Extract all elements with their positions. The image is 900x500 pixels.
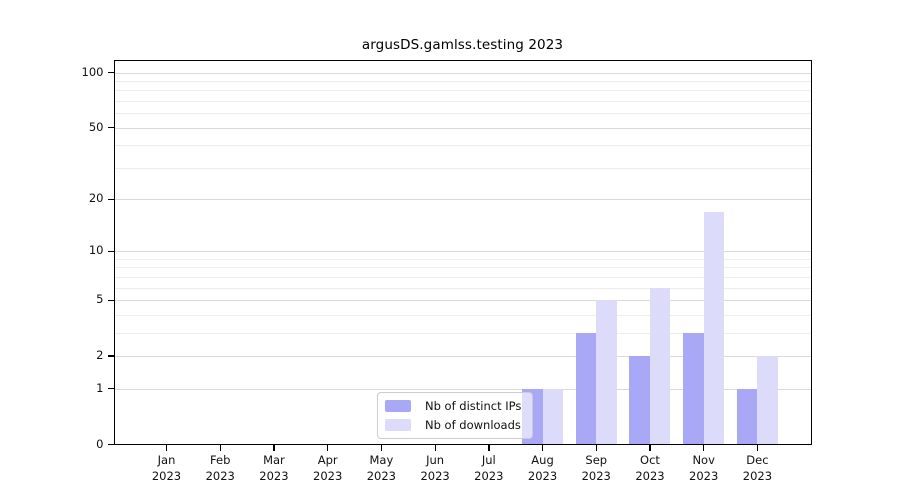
y-tick-label: 50 — [88, 119, 104, 134]
minor-gridline — [113, 314, 812, 316]
bar-distinct-ips — [683, 332, 704, 445]
x-tick-mark — [649, 444, 651, 451]
distinct-ips-swatch-icon — [385, 400, 411, 412]
legend-label-distinct-ips: Nb of distinct IPs — [425, 399, 522, 413]
x-tick-mark — [703, 444, 705, 451]
minor-gridline — [113, 80, 812, 82]
x-tick-label: May 2023 — [366, 452, 397, 484]
x-tick-label: Sep 2023 — [581, 452, 611, 484]
bar-downloads — [703, 211, 725, 445]
x-tick-label: Dec 2023 — [742, 452, 773, 484]
x-tick-label: Aug 2023 — [527, 452, 558, 484]
major-gridline — [113, 388, 812, 390]
x-tick-mark — [327, 444, 329, 451]
minor-gridline — [113, 267, 812, 269]
y-tick-mark — [107, 444, 114, 446]
minor-gridline — [113, 100, 812, 102]
y-tick-mark — [107, 127, 114, 129]
x-tick-label: Mar 2023 — [259, 452, 289, 484]
minor-gridline — [113, 332, 812, 334]
legend-item-downloads: Nb of downloads — [385, 417, 521, 433]
x-tick-label: Nov 2023 — [689, 452, 719, 484]
minor-gridline — [113, 287, 812, 289]
y-tick-label: 1 — [96, 380, 104, 395]
x-tick-mark — [219, 444, 222, 451]
x-tick-mark — [595, 444, 598, 451]
bar-distinct-ips — [629, 355, 650, 445]
major-gridline — [113, 300, 812, 302]
downloads-swatch-icon — [385, 419, 411, 431]
x-tick-mark — [756, 444, 759, 451]
bar-downloads — [542, 388, 564, 445]
x-tick-mark — [488, 444, 490, 451]
x-tick-mark — [166, 444, 168, 451]
major-gridline — [113, 72, 812, 74]
y-tick-label: 0 — [96, 436, 104, 451]
x-tick-label: Feb 2023 — [205, 452, 235, 484]
minor-gridline — [113, 90, 812, 92]
x-tick-label: Jun 2023 — [420, 452, 450, 484]
bar-distinct-ips — [736, 388, 758, 445]
legend-item-distinct-ips: Nb of distinct IPs — [385, 398, 521, 414]
major-gridline — [113, 127, 812, 129]
minor-gridline — [113, 258, 812, 260]
minor-gridline — [113, 113, 812, 115]
x-tick-label: Jul 2023 — [474, 452, 504, 484]
y-tick-mark — [107, 250, 114, 253]
minor-gridline — [113, 167, 812, 169]
y-tick-label: 100 — [81, 64, 104, 79]
y-tick-mark — [107, 355, 114, 357]
major-gridline — [113, 355, 812, 357]
x-tick-mark — [434, 444, 436, 451]
x-tick-mark — [542, 444, 544, 451]
bar-downloads — [649, 287, 671, 445]
legend: Nb of distinct IPs Nb of downloads — [377, 392, 534, 439]
y-tick-mark — [107, 72, 114, 74]
legend-label-downloads: Nb of downloads — [425, 418, 521, 432]
y-tick-label: 10 — [88, 243, 104, 258]
y-tick-label: 20 — [88, 191, 104, 206]
bar-downloads — [757, 355, 778, 445]
y-tick-label: 5 — [96, 292, 104, 307]
y-tick-label: 2 — [96, 347, 104, 362]
major-gridline — [113, 251, 812, 253]
x-tick-label: Jan 2023 — [151, 452, 182, 484]
y-tick-mark — [107, 198, 114, 200]
major-gridline — [113, 199, 812, 201]
minor-gridline — [113, 276, 812, 278]
x-tick-mark — [380, 444, 383, 451]
minor-gridline — [113, 145, 812, 147]
x-tick-label: Oct 2023 — [635, 452, 665, 484]
bar-distinct-ips — [575, 332, 597, 445]
bar-downloads — [596, 300, 617, 445]
x-tick-label: Apr 2023 — [313, 452, 343, 484]
y-tick-mark — [107, 388, 114, 390]
chart-title: argusDS.gamlss.testing 2023 — [361, 37, 564, 53]
x-tick-mark — [273, 444, 275, 451]
y-tick-mark — [107, 299, 114, 301]
